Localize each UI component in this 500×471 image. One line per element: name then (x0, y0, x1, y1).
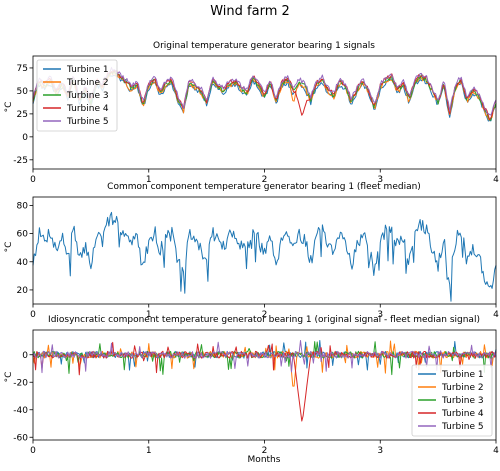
legend: Turbine 1 Turbine 2 Turbine 3 Turbine 4 Turb… (411, 364, 493, 437)
x-tick-label: 0 (30, 446, 36, 456)
y-tick-label: 60 (17, 230, 29, 240)
y-tick-label: -40 (13, 406, 28, 416)
panel-1-title: Original temperature generator bearing 1… (153, 41, 375, 51)
x-tick-label: 2 (262, 175, 268, 185)
x-tick-label: 4 (493, 310, 499, 320)
legend-label-turbine-1: Turbine 1 (66, 65, 109, 75)
plot-area-frame (32, 329, 497, 441)
series-line-turbine-5 (32, 340, 497, 374)
series-line-fleet-median (32, 211, 497, 302)
figure-title: Wind farm 2 (210, 4, 290, 19)
x-tick-label: 3 (377, 175, 383, 185)
y-tick-label: 40 (17, 258, 29, 268)
legend-box (411, 364, 493, 437)
x-axis-label: Months (248, 455, 281, 465)
plot-area-frame (32, 196, 497, 305)
y-tick-label: 20 (17, 286, 29, 296)
y-tick-label: 50 (17, 87, 29, 97)
x-tick-label: 4 (493, 446, 499, 456)
x-tick-label: 1 (146, 310, 152, 320)
x-tick-label: 1 (146, 446, 152, 456)
legend-label-turbine-3: Turbine 3 (66, 91, 109, 101)
x-tick-label: 2 (262, 446, 268, 456)
panel-1-ylabel: °C (4, 102, 14, 113)
legend-label-turbine-2: Turbine 2 (441, 383, 484, 393)
legend-label-turbine-2: Turbine 2 (66, 78, 109, 88)
legend-label-turbine-4: Turbine 4 (441, 409, 484, 419)
legend: Turbine 1 Turbine 2 Turbine 3 Turbine 4 Turb… (36, 59, 118, 132)
panel-2-title: Common component temperature generator b… (107, 182, 421, 192)
panel-2-ylabel: °C (4, 242, 14, 253)
legend-label-turbine-5: Turbine 5 (66, 117, 109, 127)
x-tick-label: 1 (146, 175, 152, 185)
legend-label-turbine-1: Turbine 1 (441, 370, 484, 380)
y-tick-label: -60 (13, 433, 28, 443)
x-tick-label: 0 (30, 310, 36, 320)
panel-3-ylabel: °C (4, 372, 14, 383)
x-tick-label: 2 (262, 310, 268, 320)
y-tick-label: 25 (17, 110, 28, 120)
x-tick-label: 3 (377, 310, 383, 320)
y-tick-label: 0 (22, 351, 28, 361)
legend-box (36, 59, 118, 132)
panel-3-title: Idiosyncratic component temperature gene… (48, 315, 480, 325)
legend-label-turbine-4: Turbine 4 (66, 104, 109, 114)
y-tick-label: 80 (17, 201, 29, 211)
x-tick-label: 4 (493, 175, 499, 185)
legend-label-turbine-3: Turbine 3 (441, 396, 484, 406)
y-tick-label: 75 (17, 64, 28, 74)
y-tick-label: -20 (13, 378, 28, 388)
x-tick-label: 3 (377, 446, 383, 456)
legend-label-turbine-5: Turbine 5 (441, 422, 484, 432)
panel-2: 0 1 2 3 4 20 40 60 80 (17, 196, 499, 320)
x-tick-label: 0 (30, 175, 36, 185)
y-tick-label: 0 (22, 133, 28, 143)
y-tick-label: -25 (13, 156, 28, 166)
plot-area-frame (32, 55, 497, 170)
